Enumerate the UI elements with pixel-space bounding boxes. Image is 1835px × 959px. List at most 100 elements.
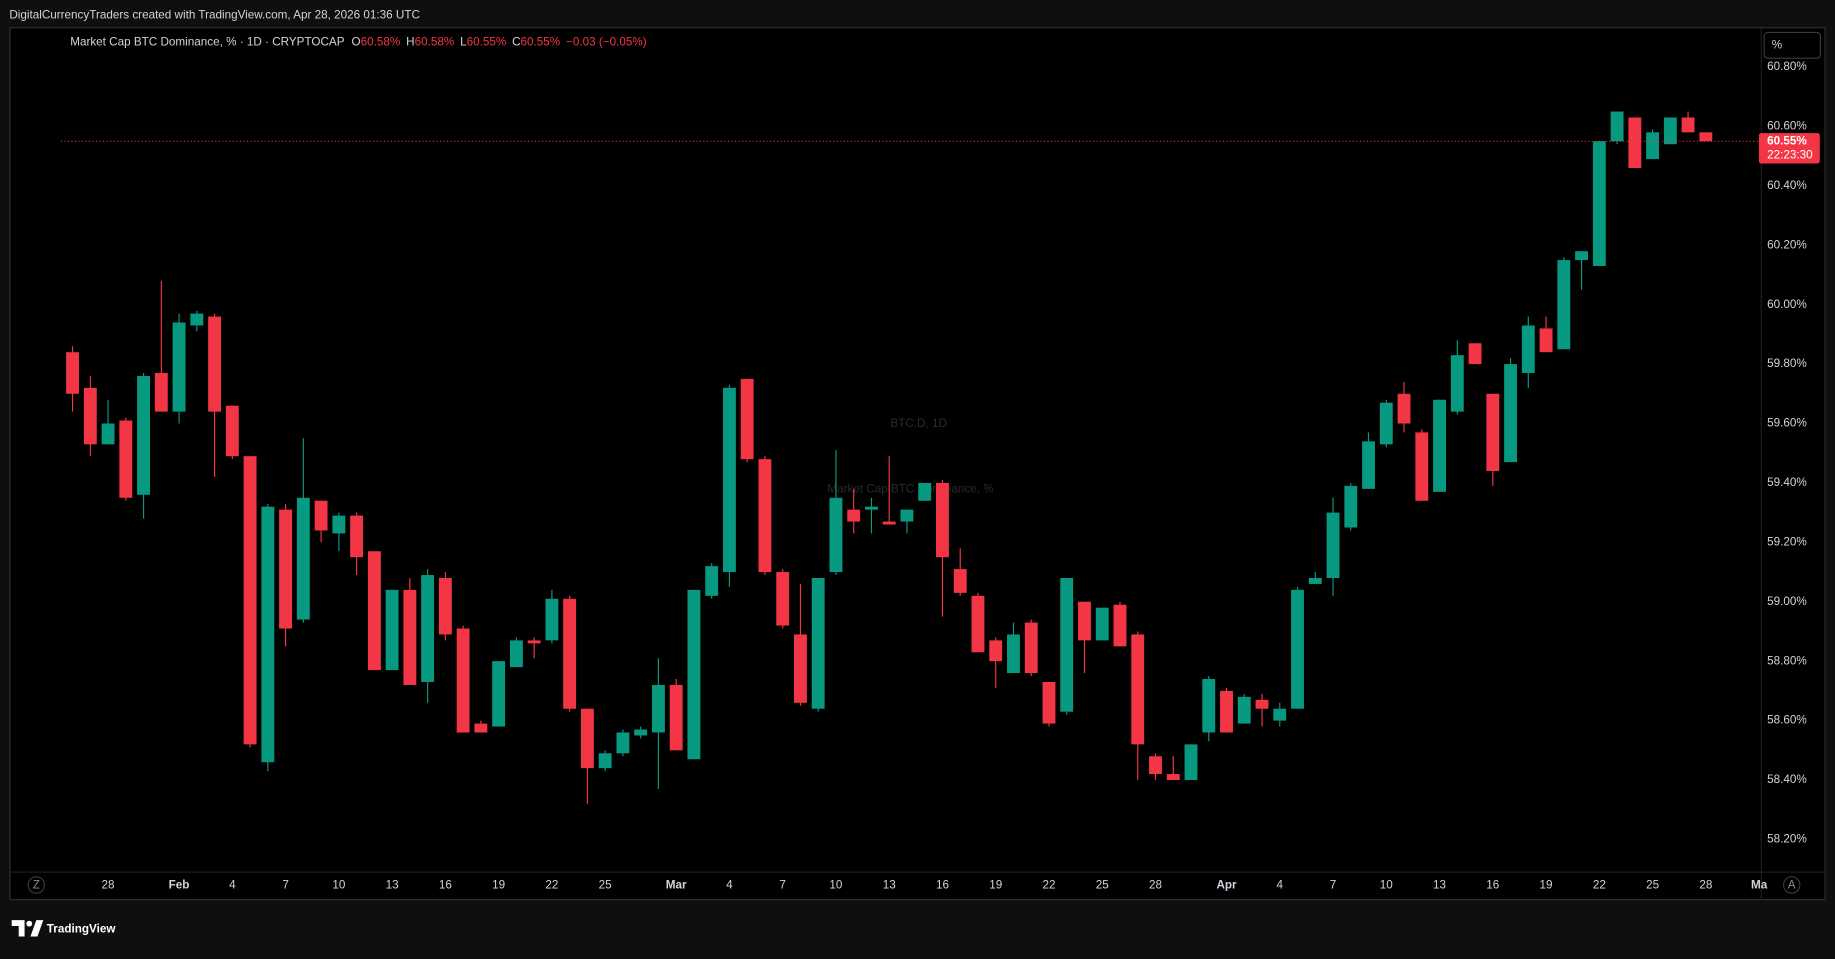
attribution: DigitalCurrencyTraders created with Trad… (9, 9, 420, 22)
candle-body (740, 378, 754, 460)
candle-body (1504, 364, 1517, 463)
x-tick-label: 19 (492, 879, 505, 892)
candle-body (1628, 117, 1642, 168)
candle-body (847, 509, 861, 522)
zoom-button[interactable] (27, 876, 46, 894)
candle-body (1433, 399, 1446, 492)
candle-body (882, 521, 896, 525)
candle-body (1326, 512, 1340, 578)
y-tick-label: 58.40% (1767, 773, 1807, 786)
x-tick-label: 28 (102, 879, 115, 892)
candle-body (669, 684, 683, 751)
ohlc-value: 60.55% (521, 35, 561, 48)
candle-body (1610, 111, 1624, 142)
y-tick-label: 60.20% (1767, 238, 1807, 251)
candle-body (687, 589, 701, 760)
candle-body (865, 506, 878, 510)
logo-slash (30, 920, 44, 937)
candle-body (953, 569, 967, 593)
candle-body (332, 515, 346, 534)
candle-body (829, 497, 843, 573)
plot: 58.20% 58.40% 58.60% 58.80% 59.00% 59.20% 59.4… (60, 60, 1820, 892)
x-tick-label: 28 (1699, 879, 1712, 892)
candle-body (1450, 355, 1464, 412)
candle-body (1308, 577, 1322, 584)
x-tick-label: 4 (229, 879, 236, 892)
candle-body (101, 423, 115, 445)
candle-body (651, 684, 665, 733)
x-tick-label: 13 (883, 879, 896, 892)
candle-body (1557, 260, 1571, 350)
x-tick-label: 13 (1433, 879, 1446, 892)
candle-body (66, 352, 79, 394)
candle-body (1646, 132, 1660, 160)
x-tick-label: 28 (1149, 879, 1162, 892)
x-tick-label: Feb (169, 879, 190, 892)
x-tick-label: 16 (1486, 879, 1499, 892)
candle-body (367, 551, 381, 671)
zoom-button-label[interactable]: Z (33, 879, 40, 892)
candle-body (1184, 744, 1198, 781)
logo-mark (11, 920, 25, 937)
candle-body (1113, 604, 1127, 647)
x-tick-label: 22 (545, 879, 558, 892)
candle-body (137, 375, 151, 495)
x-tick-label: 16 (936, 879, 949, 892)
candle-body (527, 640, 541, 644)
scale-button[interactable] (1763, 31, 1821, 59)
candle-body (385, 589, 399, 671)
candle-body (509, 640, 523, 668)
candle-body (474, 723, 488, 733)
candle-body (811, 577, 825, 709)
x-tick-label: 22 (1042, 879, 1055, 892)
y-tick-label: 59.20% (1767, 535, 1807, 548)
watermark: BTC.D, 1D (890, 417, 947, 430)
candle-body (1592, 141, 1606, 267)
watermark-subtitle: Market Cap BTC Dominance, % (827, 483, 993, 496)
x-tick-label: 4 (1277, 879, 1284, 892)
x-tick-label: 10 (1380, 879, 1394, 892)
candle-body (1220, 690, 1233, 733)
candle-body (314, 500, 328, 531)
countdown: 22:23:30 (1767, 148, 1813, 161)
candle-body (296, 497, 310, 620)
scale-button-label[interactable]: % (1772, 38, 1782, 51)
candle-body (580, 708, 594, 769)
candle-body (1166, 774, 1180, 781)
candle-body (1362, 441, 1375, 489)
candle-body (208, 316, 222, 412)
candle-body (1486, 393, 1500, 472)
y-tick-label: 59.00% (1767, 595, 1807, 608)
candle-body (190, 313, 204, 326)
auto-scale-button-label[interactable]: A (1788, 879, 1796, 892)
x-tick-label: 10 (829, 879, 843, 892)
candle-body (722, 387, 736, 573)
auto-scale-button[interactable] (1782, 876, 1801, 894)
symbol-legend: Market Cap BTC Dominance, % · 1D · CRYPT… (70, 35, 646, 48)
candle-body (705, 566, 719, 596)
candle-body (438, 577, 452, 635)
y-tick-label: 58.80% (1767, 654, 1807, 667)
y-tick-label: 59.60% (1767, 417, 1807, 430)
candle-body (1202, 679, 1216, 733)
candle-body (616, 732, 630, 754)
candle-body (1575, 251, 1589, 261)
candle-body (1344, 485, 1358, 528)
x-tick-label: 7 (282, 879, 289, 892)
candle-body (1379, 402, 1393, 445)
x-tick-label: 19 (989, 879, 1002, 892)
candle-body (1007, 634, 1020, 674)
candle-body (1663, 117, 1677, 145)
y-tick-label: 58.60% (1767, 714, 1807, 727)
x-tick-label: 7 (1330, 879, 1337, 892)
candle-body (1273, 708, 1287, 721)
ohlc-key: O (352, 35, 361, 48)
candle-body (154, 372, 168, 412)
symbol-line: Market Cap BTC Dominance, % · 1D · CRYPT… (70, 35, 345, 48)
candle-body (421, 575, 435, 682)
logo-dot (26, 920, 33, 927)
candle-body (456, 628, 470, 733)
candle-body (225, 405, 239, 457)
candle-body (545, 598, 559, 641)
